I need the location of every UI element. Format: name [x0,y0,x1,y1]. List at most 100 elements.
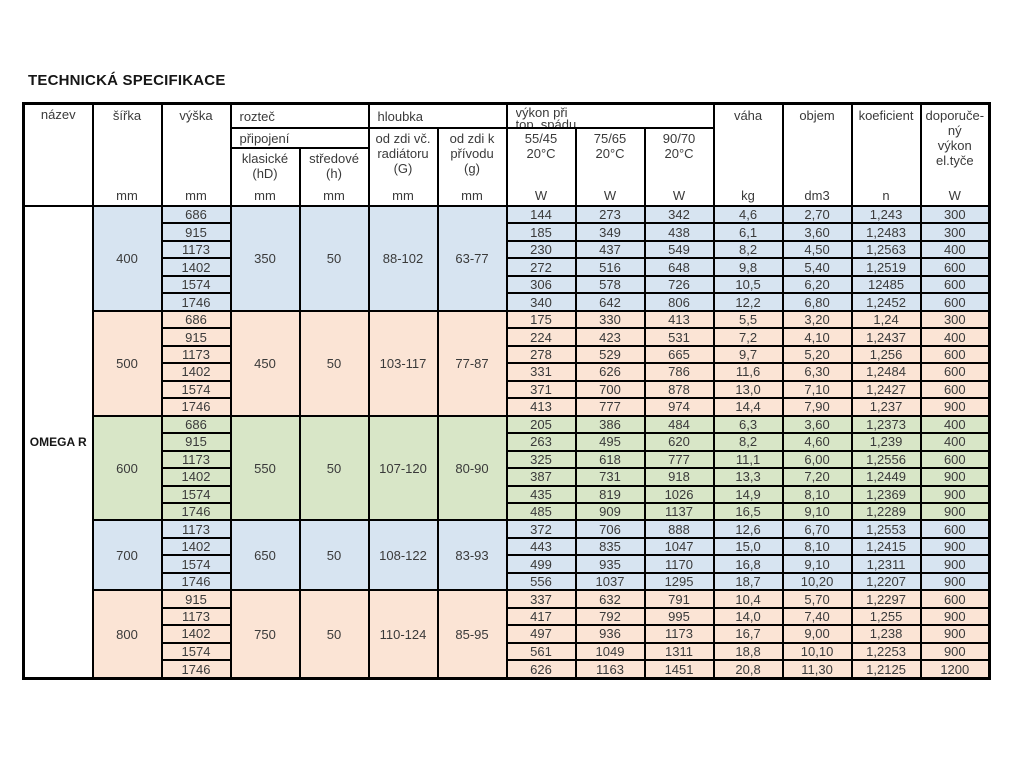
cell-dop-vykon: 600 [919,379,991,400]
cell-w5545: 306 [505,274,577,295]
cell-koeficient: 1,2289 [850,501,922,522]
header-label-objem: objem [799,107,835,123]
cell-objem: 7,10 [781,379,853,400]
cell-objem: 10,20 [781,571,853,592]
col-header-hloubka: hloubka [367,102,508,129]
col-header-vyska: výška mm [160,102,232,207]
cell-vaha: 8,2 [712,239,784,260]
cell-koeficient: 1,2415 [850,536,922,557]
cell-dop-vykon: 600 [919,362,991,382]
header-label-5545: 55/45 [524,131,558,146]
cell-w9070: 726 [643,274,715,295]
cell-w7565: 529 [574,344,646,365]
cell-w7565: 700 [574,379,646,400]
header-label-od-zdi-k-line3: (g) [464,161,480,176]
cell-w5545: 224 [505,327,577,347]
cell-w7565: 909 [574,501,646,522]
cell-w7565: 777 [574,397,646,417]
cell-w7565: 618 [574,449,646,470]
unit-mm: mm [323,188,345,203]
cell-vaha: 8,2 [712,432,784,452]
table-row: 1574 561 1049 1311 18,8 10,10 1,2253 900 [24,641,991,662]
header-label-doporuceny-line4: el.tyče [936,152,974,168]
table-row: 1402 272 516 648 9,8 5,40 1,2519 600 [24,257,991,277]
cell-stredove: 50 [298,519,370,592]
cell-w5545: 443 [505,536,577,557]
cell-w5545: 337 [505,589,577,609]
cell-hloubka-G: 103-117 [367,309,439,417]
cell-objem: 5,20 [781,344,853,365]
cell-koeficient: 1,2556 [850,449,922,470]
cell-w5545: 556 [505,571,577,592]
cell-w5545: 144 [505,204,577,225]
cell-w9070: 549 [643,239,715,260]
cell-vaha: 14,9 [712,484,784,504]
header-label-doporuceny-line3: výkon [937,137,972,153]
cell-vyska: 1173 [160,239,232,260]
cell-w7565: 1163 [574,659,646,680]
col-header-koeficient: koeficient n [850,102,922,207]
unit-w: W [534,188,548,203]
cell-koeficient: 1,2125 [850,659,922,680]
col-header-7565: 75/65 20°C W [574,127,646,207]
cell-dop-vykon: 300 [919,309,991,330]
cell-vyska: 1402 [160,624,232,644]
col-header-nazev: název [22,102,94,207]
cell-vaha: 9,8 [712,257,784,277]
table-row: 1746 413 777 974 14,4 7,90 1,237 900 [24,397,991,417]
table-row: 1746 485 909 1137 16,5 9,10 1,2289 900 [24,501,991,522]
header-label-vykon-line1: výkon při [515,105,568,120]
cell-koeficient: 1,2369 [850,484,922,504]
page-title: TECHNICKÁ SPECIFIKACE [28,72,226,89]
header-label-od-zdi-vc-line1: od zdi vč. [375,131,431,146]
header-label-stredove-h: (h) [326,166,342,181]
cell-klasicke: 650 [229,519,301,592]
unit-w: W [948,187,961,203]
header-label-klasicke-hd: (hD) [252,166,278,181]
header-label-od-zdi-vc-line2: radiátoru [377,146,429,161]
cell-vaha: 15,0 [712,536,784,557]
cell-vyska: 1574 [160,641,232,662]
header-label-hloubka: hloubka [377,108,424,124]
cell-koeficient: 1,2519 [850,257,922,277]
cell-dop-vykon: 300 [919,204,991,225]
col-header-od-zdi-vc: od zdi vč. radiátoru (G) mm [367,127,439,207]
cell-objem: 3,20 [781,309,853,330]
cell-dop-vykon: 900 [919,554,991,574]
cell-dop-vykon: 900 [919,484,991,504]
cell-hloubka-G: 110-124 [367,589,439,680]
cell-dop-vykon: 900 [919,641,991,662]
cell-koeficient: 1,2484 [850,362,922,382]
cell-w7565: 437 [574,239,646,260]
cell-stredove: 50 [298,205,370,312]
cell-w9070: 995 [643,606,715,627]
cell-w9070: 1451 [643,659,715,680]
col-header-9070: 90/70 20°C W [643,127,715,207]
cell-w5545: 230 [505,239,577,260]
cell-dop-vykon: 400 [919,432,991,452]
cell-objem: 9,00 [781,624,853,644]
cell-w5545: 435 [505,484,577,504]
cell-w9070: 665 [643,344,715,365]
cell-koeficient: 1,2449 [850,467,922,487]
cell-vyska: 1574 [160,484,232,504]
cell-objem: 2,70 [781,204,853,225]
cell-vaha: 14,4 [712,397,784,417]
cell-objem: 6,70 [781,519,853,539]
unit-mm: mm [254,188,276,203]
unit-n: n [882,187,890,203]
unit-w: W [672,188,686,203]
cell-klasicke: 350 [229,205,301,312]
cell-vyska: 1746 [160,292,232,312]
cell-dop-vykon: 600 [919,274,991,295]
header-label-koeficient: koeficient [858,107,914,123]
cell-w5545: 497 [505,624,577,644]
cell-vaha: 6,1 [712,222,784,242]
cell-vyska: 686 [160,414,232,435]
header-label-roztec: rozteč [239,108,275,124]
header-label-doporuceny-line1: doporuče- [925,107,985,123]
cell-vyska: 1574 [160,554,232,574]
cell-dop-vykon: 600 [919,292,991,312]
cell-vyska: 915 [160,589,232,609]
header-label-9070-temp: 20°C [664,146,694,161]
